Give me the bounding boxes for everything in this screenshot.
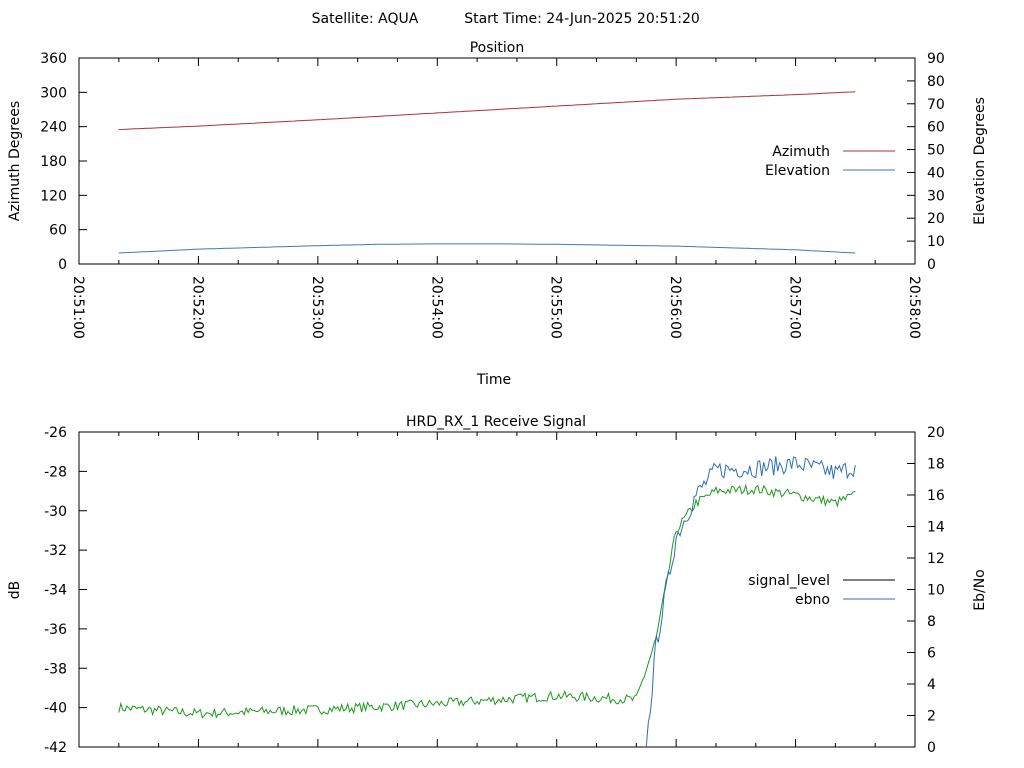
position-x-tick-label: 20:54:00 (428, 276, 444, 339)
position-x-tick-label: 20:58:00 (906, 276, 922, 339)
position-y2-tick-label: 60 (927, 120, 945, 136)
signal-y-tick-label: -40 (44, 701, 67, 717)
signal-y2-tick-label: 20 (927, 425, 945, 441)
signal-y2-tick-label: 10 (927, 583, 945, 599)
signal-series-signal-level-line (118, 483, 856, 719)
position-x-tick-label: 20:53:00 (309, 276, 325, 339)
position-y2-tick-label: 0 (927, 257, 936, 273)
position-chart-title: Position (470, 40, 525, 56)
position-y2-tick-label: 10 (927, 234, 945, 250)
signal-y2-tick-label: 8 (927, 614, 936, 630)
signal-y2-tick-label: 6 (927, 646, 936, 662)
legend-label-signal-level: signal_level (748, 573, 830, 589)
signal-y2-axis-label: Eb/No (972, 569, 988, 611)
signal-y-tick-label: -36 (44, 622, 67, 638)
legend-label-elevation: Elevation (765, 163, 830, 179)
position-y-tick-label: 360 (40, 51, 67, 67)
position-y-axis-label: Azimuth Degrees (7, 101, 23, 221)
signal-y-tick-label: -34 (44, 583, 67, 599)
signal-chart-title: HRD_RX_1 Receive Signal (406, 414, 586, 430)
position-plot-frame (78, 57, 916, 265)
position-legend: Azimuth Elevation (765, 144, 895, 179)
signal-ticks: -42 -40 -38 -36 -34 -32 -30 -28 -26 0 2 4 6 8 10 12 14 16… (44, 425, 945, 756)
position-x-tick-label: 20:57:00 (787, 276, 803, 339)
signal-y2-tick-label: 2 (927, 709, 936, 725)
signal-y-axis-label: dB (7, 581, 23, 600)
signal-y2-tick-label: 18 (927, 457, 945, 473)
position-y-tick-label: 60 (49, 223, 67, 239)
start-time-label: Start Time: 24-Jun-2025 20:51:20 (464, 11, 700, 27)
position-series-azimuth-line (118, 91, 856, 130)
signal-y2-tick-label: 4 (927, 677, 936, 693)
position-x-tick-label: 20:51:00 (70, 276, 86, 339)
position-ticks: 0 60 120 180 240 300 360 0 10 20 30 40 50 60 70 80 90 20:… (40, 51, 945, 339)
position-x-tick-label: 20:55:00 (548, 276, 564, 339)
position-y2-tick-label: 20 (927, 211, 945, 227)
signal-legend: signal_level ebno (748, 573, 895, 608)
signal-y2-tick-label: 12 (927, 551, 945, 567)
position-y-tick-label: 120 (40, 188, 67, 204)
position-y-tick-label: 240 (40, 120, 67, 136)
position-y2-tick-label: 30 (927, 188, 945, 204)
signal-y2-tick-label: 16 (927, 488, 945, 504)
position-y2-tick-label: 70 (927, 97, 945, 113)
position-y2-tick-label: 90 (927, 51, 945, 67)
satellite-label: Satellite: AQUA (312, 11, 419, 27)
legend-label-azimuth: Azimuth (772, 144, 830, 160)
position-y2-axis-label: Elevation Degrees (972, 97, 988, 225)
signal-y-tick-label: -26 (44, 425, 67, 441)
signal-plot-frame (78, 431, 916, 748)
position-y-tick-label: 300 (40, 85, 67, 101)
position-x-tick-label: 20:52:00 (189, 276, 205, 339)
signal-y2-tick-label: 0 (927, 740, 936, 756)
position-x-tick-label: 20:56:00 (667, 276, 683, 339)
signal-y-tick-label: -30 (44, 504, 67, 520)
signal-y-tick-label: -42 (44, 740, 67, 756)
position-chart: Position 0 60 120 180 240 300 360 0 10 20 30 40 50 60… (7, 40, 988, 388)
position-y2-tick-label: 50 (927, 143, 945, 159)
position-y-tick-label: 0 (58, 257, 67, 273)
position-y2-tick-label: 40 (927, 165, 945, 181)
position-y2-tick-label: 80 (927, 74, 945, 90)
position-y-tick-label: 180 (40, 154, 67, 170)
signal-y2-tick-label: 14 (927, 520, 945, 536)
position-x-axis-label: Time (476, 372, 511, 388)
legend-label-ebno: ebno (795, 592, 830, 608)
position-series-elevation-line (118, 243, 856, 254)
signal-y-tick-label: -32 (44, 543, 67, 559)
signal-series (118, 456, 856, 748)
signal-series-ebno-line (645, 456, 856, 748)
signal-chart: HRD_RX_1 Receive Signal -42-40-38-36-34-… (7, 414, 988, 756)
signal-y-tick-label: -38 (44, 661, 67, 677)
position-series (118, 91, 856, 254)
signal-y-tick-label: -28 (44, 464, 67, 480)
